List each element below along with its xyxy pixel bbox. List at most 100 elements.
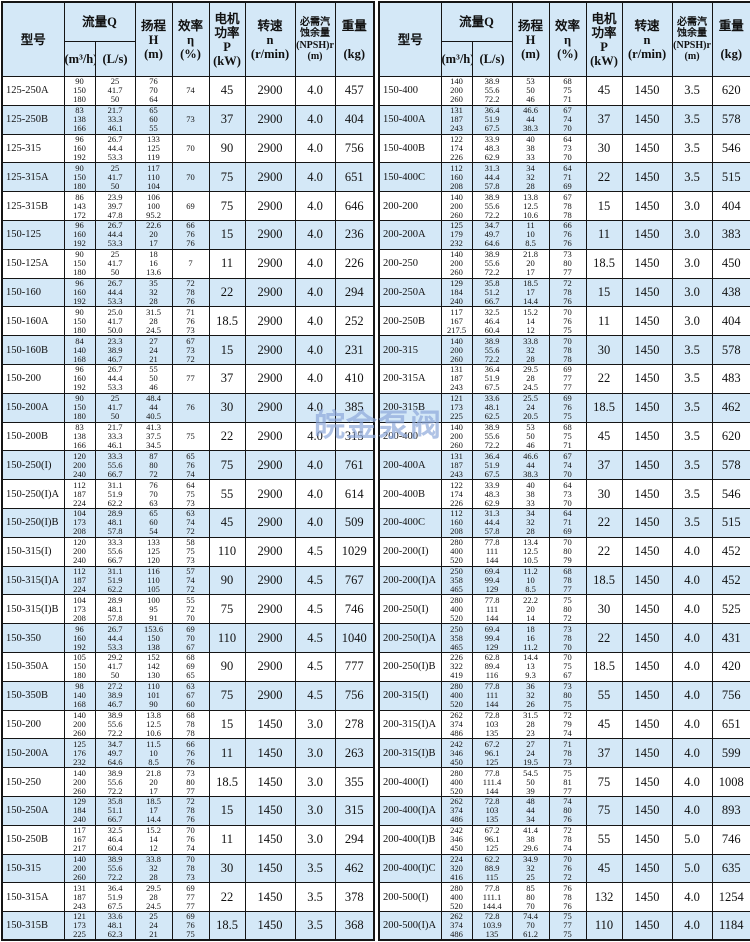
flow-ls-cell: 25 41.7 50 [94, 248, 136, 279]
efficiency-cell: 72 78 76 [548, 277, 587, 308]
weight-cell: 620 [711, 421, 750, 452]
head-cell: 15.2 14 12 [134, 824, 173, 855]
head-cell: 133 125 120 [134, 536, 173, 567]
flow-m3h-cell: 104 173 208 [63, 507, 96, 538]
efficiency-cell: 70 80 79 [548, 536, 587, 567]
flow-m3h-cell: 96 160 192 [63, 219, 96, 250]
head-cell: 27 24 21 [134, 335, 173, 365]
weight-cell: 355 [334, 767, 375, 797]
efficiency-cell: 68 78 78 [171, 709, 210, 740]
table-row: 125-315A 90 150 180 25 41.7 50 117 110 104 7… [1, 162, 375, 193]
model-cell: 200-315 [378, 335, 442, 365]
efficiency-cell: 64 71 69 [548, 162, 587, 193]
npsh-cell: 5.0 [671, 824, 713, 855]
model-cell: 200-500(I)A [378, 911, 442, 941]
flow-ls-cell: 36.4 51.9 67.5 [471, 104, 513, 135]
weight-cell: 599 [711, 738, 750, 769]
npsh-cell: 4.5 [294, 565, 336, 596]
model-cell: 200-250(I) [378, 594, 442, 625]
npsh-cell: 3.0 [294, 709, 336, 740]
npsh-cell: 4.0 [294, 76, 336, 106]
model-cell: 200-250 [378, 248, 442, 279]
model-cell: 150-350A [1, 651, 65, 682]
weight-cell: 385 [334, 392, 375, 423]
header-flow-ls: (L/s) [471, 41, 513, 77]
table-row: 125-315B 86 143 172 23.9 39.7 47.8 106 100 … [1, 191, 375, 221]
speed-cell: 2900 [244, 248, 296, 279]
npsh-cell: 3.5 [671, 335, 713, 365]
table-row: 125-315 96 160 192 26.7 44.4 53.3 133 125 1… [1, 133, 375, 164]
npsh-cell: 4.5 [294, 536, 336, 567]
npsh-cell: 4.5 [294, 623, 336, 653]
table-row: 150-350 96 160 192 26.7 44.4 53.3 153.6 150… [1, 623, 375, 653]
power-cell: 11 [585, 219, 623, 250]
flow-ls-cell: 33.9 48.3 62.9 [471, 479, 513, 509]
model-cell: 150-250(I) [1, 450, 65, 481]
flow-m3h-cell: 117 167 217 [63, 824, 96, 855]
weight-cell: 578 [711, 335, 750, 365]
model-cell: 125-250A [1, 76, 65, 106]
flow-m3h-cell: 121 173 225 [63, 911, 96, 941]
power-cell: 45 [585, 76, 623, 106]
power-cell: 22 [585, 507, 623, 538]
model-cell: 200-400C [378, 507, 442, 538]
flow-m3h-cell: 140 200 260 [63, 767, 96, 797]
flow-ls-cell: 38.9 55.6 72.2 [471, 191, 513, 221]
npsh-cell: 4.5 [294, 651, 336, 682]
model-cell: 150-400 [378, 76, 442, 106]
flow-ls-cell: 26.7 44.4 53.3 [94, 219, 136, 250]
model-cell: 150-315B [1, 911, 65, 941]
head-cell: 18.5 17 14.4 [134, 795, 173, 826]
speed-cell: 2900 [244, 219, 296, 250]
npsh-cell: 4.0 [671, 536, 713, 567]
efficiency-cell: 66 76 76 [171, 219, 210, 250]
head-cell: 48.4 44 40.5 [134, 392, 173, 423]
weight-cell: 761 [334, 450, 375, 481]
model-cell: 200-250(I)B [378, 651, 442, 682]
power-cell: 15 [208, 795, 246, 826]
head-cell: 54.5 50 39 [511, 767, 550, 797]
flow-m3h-cell: 125 176 232 [63, 738, 96, 769]
head-cell: 133 125 119 [134, 133, 173, 164]
efficiency-cell: 70 [171, 133, 210, 164]
head-cell: 53 50 46 [511, 76, 550, 106]
table-row: 200-250(I)A 250 358 465 69.4 99.4 129 18 16… [378, 623, 750, 653]
table-row: 200-400(I)A 262 374 486 72.8 103 135 48 44 … [378, 795, 750, 826]
power-cell: 11 [208, 824, 246, 855]
head-cell: 85 80 70 [511, 882, 550, 913]
weight-cell: 509 [334, 507, 375, 538]
flow-m3h-cell: 122 174 226 [440, 133, 473, 164]
efficiency-cell: 73 [171, 104, 210, 135]
npsh-cell: 3.0 [671, 306, 713, 337]
flow-ls-cell: 33.9 48.3 62.9 [471, 133, 513, 164]
efficiency-cell: 73 80 77 [171, 767, 210, 797]
head-cell: 34 32 28 [511, 507, 550, 538]
weight-cell: 315 [334, 795, 375, 826]
table-row: 150-350B 98 140 168 27.2 38.9 46.7 110 101 … [1, 680, 375, 711]
efficiency-cell: 70 76 75 [548, 306, 587, 337]
speed-cell: 1450 [621, 507, 673, 538]
flow-ls-cell: 69.4 99.4 129 [471, 565, 513, 596]
power-cell: 18.5 [585, 565, 623, 596]
table-row: 200-315(I) 280 400 520 77.8 111 144 36 32 2… [378, 680, 750, 711]
model-cell: 200-315(I)A [378, 709, 442, 740]
weight-cell: 546 [711, 479, 750, 509]
speed-cell: 1450 [244, 882, 296, 913]
weight-cell: 294 [334, 824, 375, 855]
npsh-cell: 3.5 [671, 104, 713, 135]
flow-ls-cell: 67.2 96.1 125 [471, 824, 513, 855]
head-cell: 110 101 90 [134, 680, 173, 711]
flow-ls-cell: 36.4 51.9 67.5 [471, 363, 513, 394]
power-cell: 30 [208, 853, 246, 884]
head-cell: 35 32 28 [134, 277, 173, 308]
power-cell: 22 [208, 882, 246, 913]
power-cell: 55 [585, 680, 623, 711]
npsh-cell: 3.5 [294, 853, 336, 884]
table-row: 150-200 96 160 192 26.7 44.4 53.3 55 50 46 7… [1, 363, 375, 394]
npsh-cell: 5.0 [671, 853, 713, 884]
speed-cell: 2900 [244, 104, 296, 135]
header-efficiency: 效率 η (%) [548, 1, 587, 77]
npsh-cell: 4.0 [294, 219, 336, 250]
flow-ls-cell: 77.8 111.4 144 [471, 767, 513, 797]
npsh-cell: 4.0 [671, 565, 713, 596]
